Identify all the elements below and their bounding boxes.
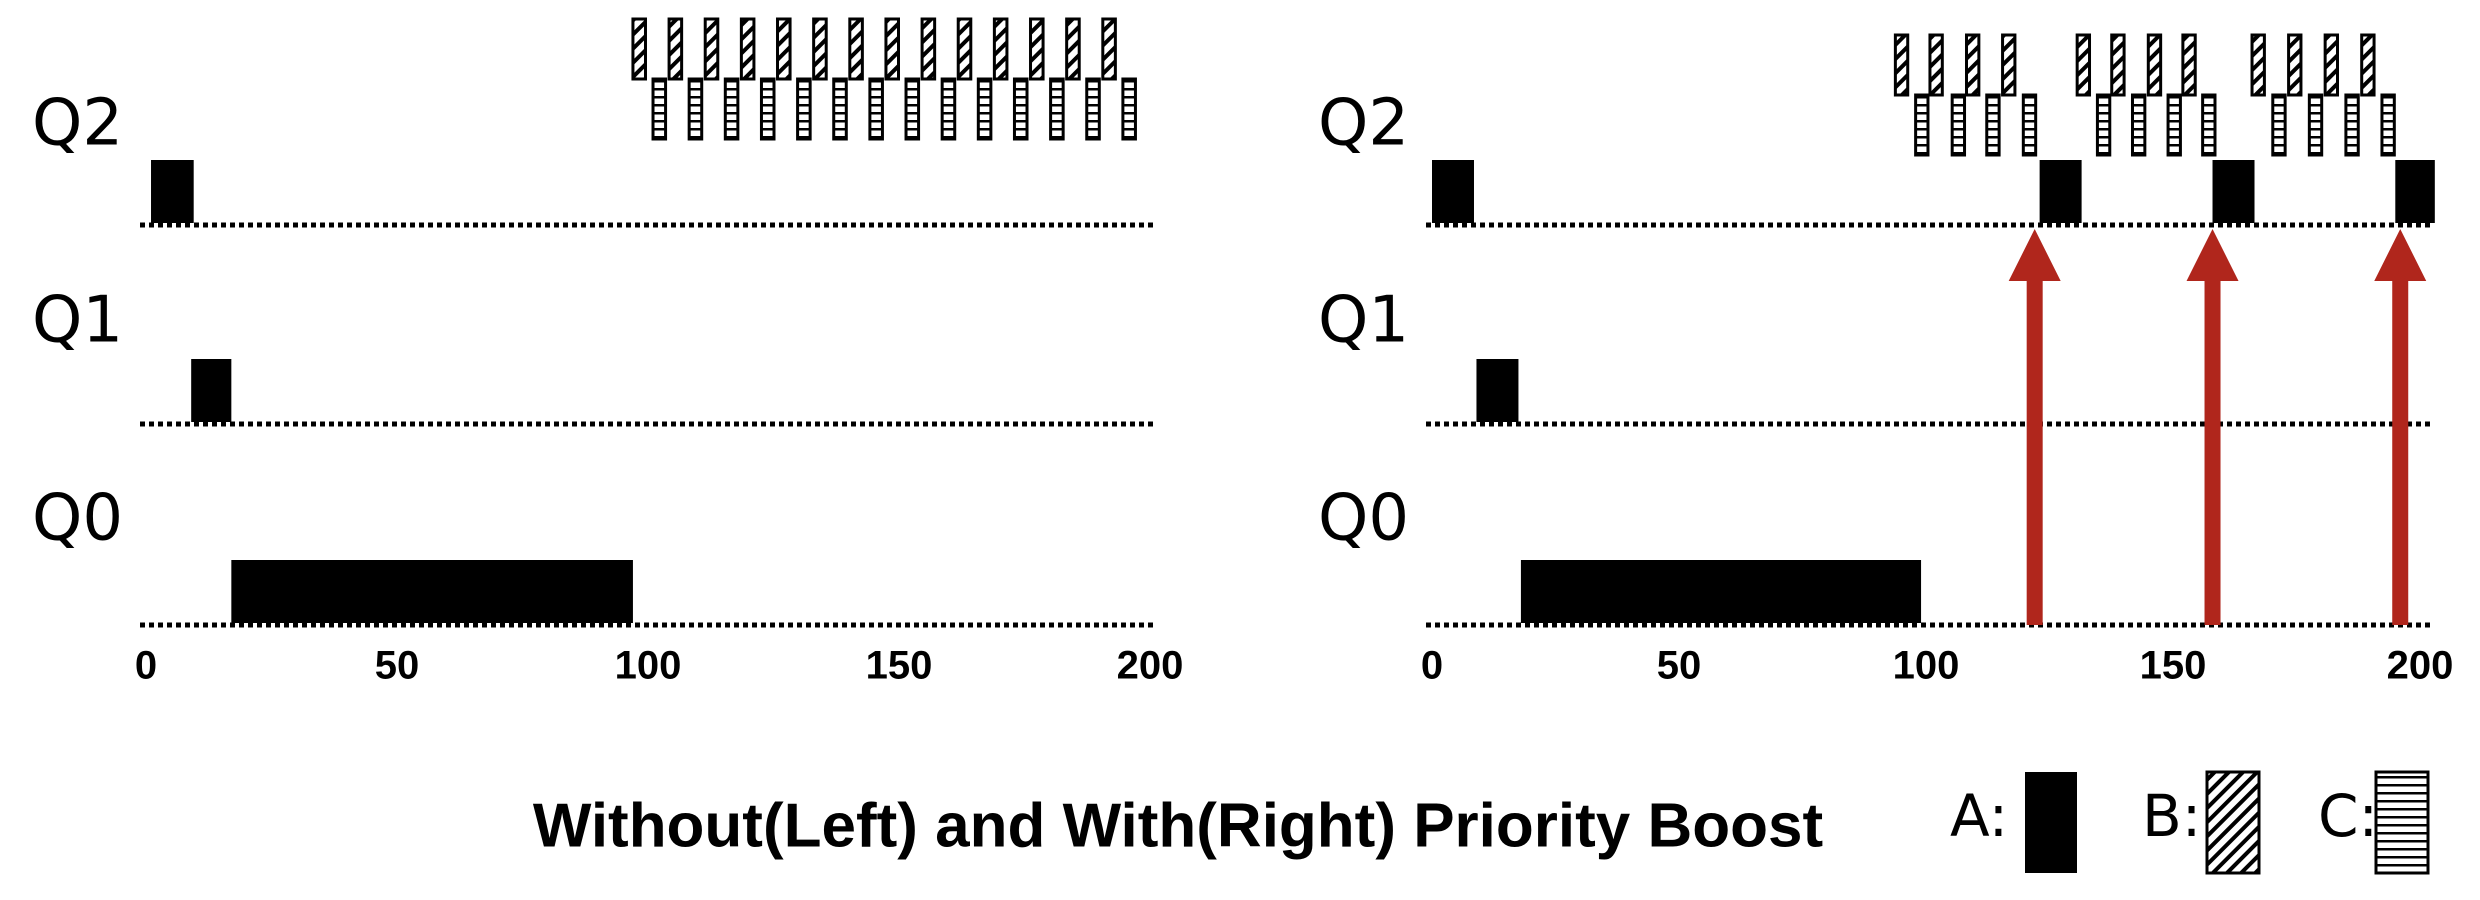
job-b-slice <box>703 17 720 81</box>
job-c-slice <box>2095 93 2112 157</box>
job-c-slice <box>1914 93 1930 157</box>
boost-arrow <box>2186 229 2239 625</box>
queue-label: Q1 <box>1318 284 1409 358</box>
job-b-slice <box>1065 17 1081 81</box>
job-c-slice <box>687 77 704 141</box>
queue-label: Q2 <box>1318 87 1409 161</box>
job-b-slice <box>2181 33 2197 97</box>
job-a-slice <box>231 560 633 623</box>
queue-label: Q2 <box>32 87 123 161</box>
job-a-slice <box>191 359 232 422</box>
legend-swatch <box>2205 770 2261 875</box>
x-tick-label: 200 <box>2387 644 2454 688</box>
arrow-shaft <box>2026 279 2043 625</box>
job-c-slice <box>868 77 884 141</box>
job-b-slice <box>812 17 828 81</box>
job-b-slice <box>739 17 756 81</box>
arrow-head <box>2008 229 2061 281</box>
job-c-slice <box>940 77 957 141</box>
queue-label: Q0 <box>32 482 123 556</box>
job-b-slice <box>1101 17 1117 81</box>
x-tick-label: 150 <box>2140 644 2207 688</box>
job-b-slice <box>884 17 900 81</box>
legend-swatch <box>2025 772 2077 873</box>
x-tick-label: 100 <box>615 644 682 688</box>
x-tick-label: 200 <box>1117 644 1184 688</box>
x-tick-label: 50 <box>375 644 420 688</box>
legend-label: B: <box>2142 782 2201 850</box>
job-b-slice <box>920 17 937 81</box>
job-a-slice <box>1476 359 1519 422</box>
job-b-slice <box>631 17 647 81</box>
x-tick-label: 0 <box>1421 644 1443 688</box>
job-c-slice <box>2021 93 2038 157</box>
job-b-slice <box>992 17 1009 81</box>
job-b-slice <box>956 17 973 81</box>
job-a-slice <box>2395 160 2435 223</box>
job-b-slice <box>2075 33 2092 97</box>
job-b-slice <box>667 17 684 81</box>
job-b-slice <box>776 17 792 81</box>
job-c-slice <box>2166 93 2182 157</box>
job-c-slice <box>1985 93 2001 157</box>
legend-label: C: <box>2318 782 2378 850</box>
job-c-slice <box>1012 77 1029 141</box>
job-c-slice <box>1121 77 1137 141</box>
job-c-slice <box>1085 77 1101 141</box>
job-c-slice <box>796 77 812 141</box>
job-b-slice <box>2146 33 2163 97</box>
arrow-shaft <box>2204 279 2221 625</box>
job-c-slice <box>2201 93 2217 157</box>
job-b-slice <box>2250 33 2266 97</box>
x-tick-label: 100 <box>1893 644 1960 688</box>
job-a-slice <box>1520 560 1922 623</box>
job-b-slice <box>2287 33 2303 97</box>
job-c-slice <box>2380 93 2396 157</box>
job-c-slice <box>2344 93 2360 157</box>
job-b-slice <box>1965 33 1981 97</box>
job-c-slice <box>2271 93 2287 157</box>
job-b-slice <box>2110 33 2126 97</box>
job-b-slice <box>2001 33 2017 97</box>
x-tick-label: 0 <box>135 644 157 688</box>
job-a-slice <box>2039 160 2082 223</box>
job-c-slice <box>723 77 740 141</box>
job-b-slice <box>2323 33 2340 97</box>
job-b-slice <box>1893 33 1910 97</box>
job-c-slice <box>2307 93 2324 157</box>
job-b-slice <box>1928 33 1944 97</box>
x-tick-label: 50 <box>1657 644 1702 688</box>
job-c-slice <box>651 77 668 141</box>
job-b-slice <box>848 17 864 81</box>
job-c-slice <box>1049 77 1065 141</box>
job-c-slice <box>832 77 848 141</box>
boost-arrow <box>2374 229 2427 625</box>
queue-label: Q0 <box>1318 482 1409 556</box>
job-c-slice <box>2130 93 2147 157</box>
arrow-head <box>2186 229 2239 281</box>
job-c-slice <box>976 77 993 141</box>
queue-label: Q1 <box>32 284 123 358</box>
title: Without(Left) and With(Right) Priority B… <box>533 791 1823 860</box>
arrow-head <box>2374 229 2427 281</box>
job-a-slice <box>151 160 194 223</box>
boost-arrow <box>2008 229 2061 625</box>
job-b-slice <box>1029 17 1045 81</box>
job-c-slice <box>759 77 776 141</box>
job-a-slice <box>2212 160 2255 223</box>
job-c-slice <box>1950 93 1967 157</box>
job-a-slice <box>1432 160 1474 223</box>
job-b-slice <box>2360 33 2376 97</box>
arrow-shaft <box>2392 279 2409 625</box>
job-c-slice <box>904 77 921 141</box>
legend-label: A: <box>1950 782 2008 850</box>
legend-swatch <box>2374 770 2430 875</box>
x-tick-label: 150 <box>866 644 933 688</box>
